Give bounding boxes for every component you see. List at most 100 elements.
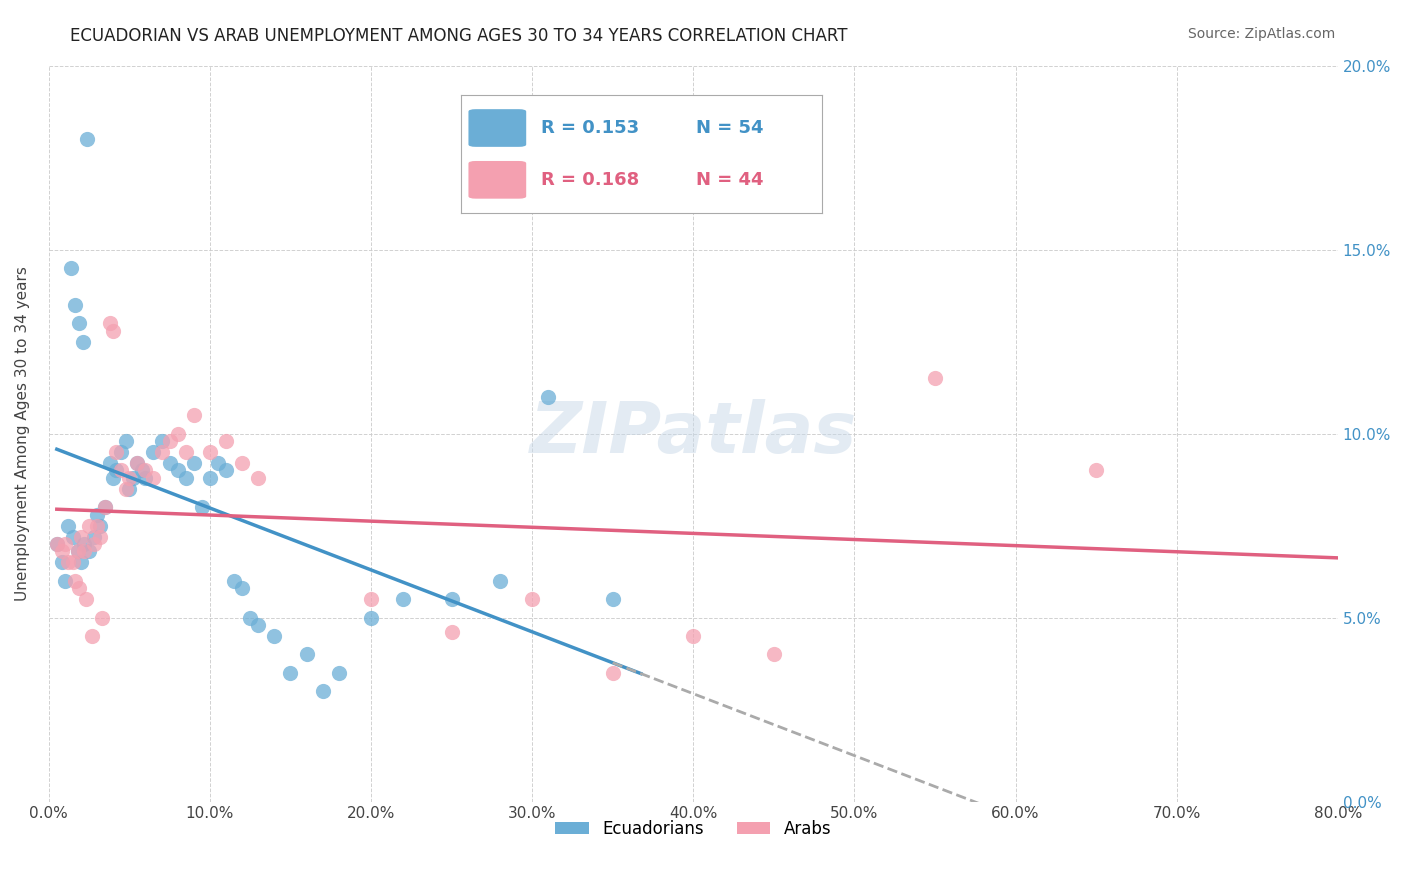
Point: [682, 629, 704, 643]
Point: [328, 665, 350, 680]
Point: [73, 544, 96, 558]
Point: [63, 574, 86, 588]
Point: [231, 581, 253, 595]
Point: [131, 463, 153, 477]
Point: [76, 132, 98, 146]
Point: [110, 463, 132, 477]
Point: [602, 665, 624, 680]
Point: [98, 316, 121, 330]
Point: [191, 500, 214, 515]
Point: [62, 555, 84, 569]
Point: [159, 434, 181, 448]
Point: [134, 471, 156, 485]
Point: [263, 629, 285, 643]
Point: [56, 555, 79, 569]
Point: [45, 537, 67, 551]
Point: [75, 592, 97, 607]
Y-axis label: Unemployment Among Ages 30 to 34 years: Unemployment Among Ages 30 to 34 years: [15, 266, 30, 601]
Point: [440, 625, 463, 640]
Point: [103, 471, 125, 485]
Point: [134, 463, 156, 477]
Point: [110, 445, 132, 459]
Point: [105, 445, 128, 459]
Legend: Ecuadorians, Arabs: Ecuadorians, Arabs: [548, 814, 838, 845]
Point: [67, 581, 90, 595]
Point: [360, 592, 382, 607]
Point: [105, 463, 128, 477]
Point: [142, 471, 165, 485]
Point: [118, 482, 141, 496]
Text: ECUADORIAN VS ARAB UNEMPLOYMENT AMONG AGES 30 TO 34 YEARS CORRELATION CHART: ECUADORIAN VS ARAB UNEMPLOYMENT AMONG AG…: [70, 27, 848, 45]
Point: [72, 334, 94, 349]
Point: [73, 537, 96, 551]
Point: [66, 544, 89, 558]
Point: [83, 537, 105, 551]
Point: [86, 508, 108, 522]
Point: [159, 456, 181, 470]
Point: [115, 434, 138, 448]
Point: [231, 456, 253, 470]
Point: [77, 518, 100, 533]
Point: [45, 537, 67, 551]
Point: [198, 445, 221, 459]
Point: [239, 610, 262, 624]
Point: [360, 610, 382, 624]
Point: [67, 316, 90, 330]
Point: [520, 592, 543, 607]
Point: [83, 530, 105, 544]
Point: [489, 574, 512, 588]
Point: [183, 456, 205, 470]
Point: [70, 530, 93, 544]
Point: [127, 456, 149, 470]
Point: [142, 445, 165, 459]
Point: [89, 518, 111, 533]
Point: [174, 471, 197, 485]
Point: [56, 518, 79, 533]
Point: [215, 434, 238, 448]
Point: [90, 610, 112, 624]
Point: [63, 298, 86, 312]
Point: [198, 471, 221, 485]
Point: [174, 445, 197, 459]
Point: [127, 456, 149, 470]
Point: [166, 463, 188, 477]
Point: [77, 544, 100, 558]
Point: [602, 592, 624, 607]
Point: [150, 434, 173, 448]
Point: [121, 471, 143, 485]
Point: [53, 537, 76, 551]
Point: [53, 574, 76, 588]
Point: [207, 456, 229, 470]
Point: [311, 684, 333, 698]
Point: [222, 574, 245, 588]
Point: [103, 324, 125, 338]
Point: [60, 260, 83, 275]
Point: [94, 500, 117, 515]
Point: [150, 445, 173, 459]
Point: [924, 371, 946, 385]
Point: [82, 40, 104, 54]
Point: [118, 471, 141, 485]
Point: [537, 390, 560, 404]
Point: [166, 426, 188, 441]
Point: [183, 408, 205, 422]
Point: [115, 482, 138, 496]
Point: [82, 629, 104, 643]
Point: [89, 530, 111, 544]
Point: [762, 648, 785, 662]
Point: [295, 648, 318, 662]
Point: [86, 518, 108, 533]
Text: Source: ZipAtlas.com: Source: ZipAtlas.com: [1188, 27, 1336, 41]
Point: [98, 456, 121, 470]
Point: [1085, 463, 1108, 477]
Point: [51, 555, 73, 569]
Point: [440, 592, 463, 607]
Text: ZIPatlas: ZIPatlas: [530, 399, 856, 468]
Point: [392, 592, 415, 607]
Point: [70, 555, 93, 569]
Point: [247, 618, 270, 632]
Point: [51, 544, 73, 558]
Point: [66, 544, 89, 558]
Point: [94, 500, 117, 515]
Point: [247, 471, 270, 485]
